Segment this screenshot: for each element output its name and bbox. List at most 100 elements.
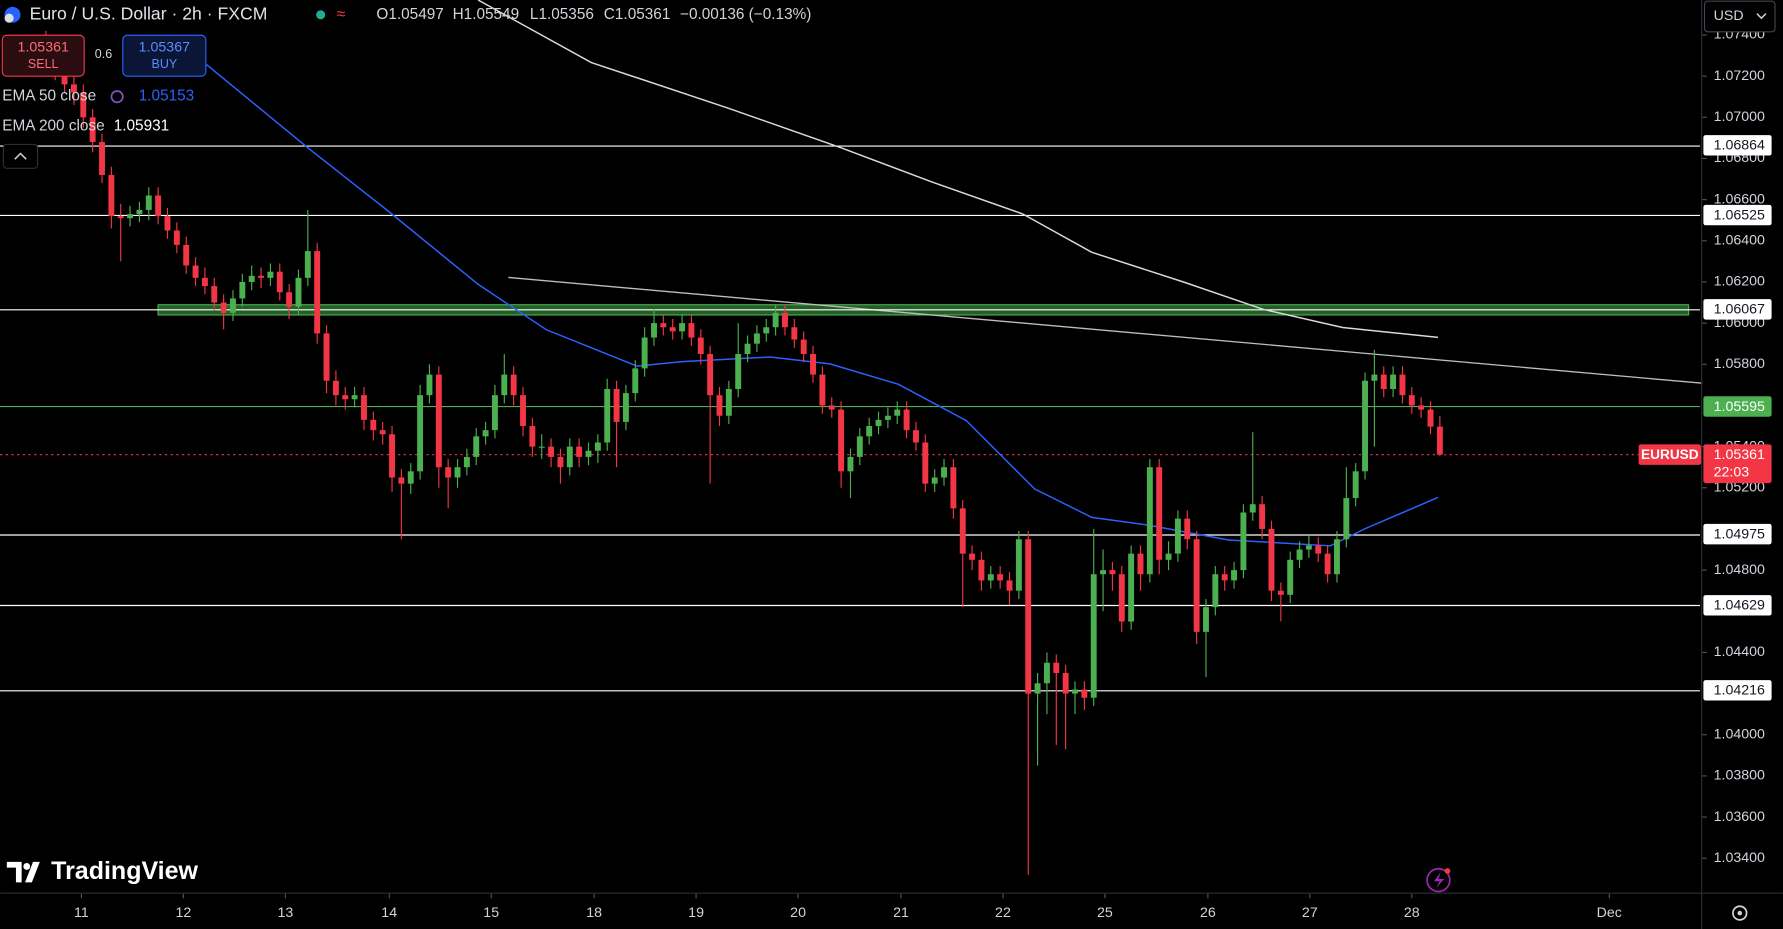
- candle-body: [866, 426, 873, 437]
- candle-body: [1427, 409, 1434, 427]
- candle-body: [772, 312, 779, 328]
- buy-label[interactable]: BUY: [151, 57, 177, 71]
- y-tick-label: 1.03800: [1714, 768, 1765, 784]
- candle-body: [651, 323, 657, 338]
- candle-body: [959, 508, 966, 554]
- brand-logo: [6, 861, 40, 883]
- candle-body: [145, 195, 152, 210]
- candle-body: [407, 471, 414, 484]
- plot-area: [0, 0, 1703, 875]
- candle-body: [1090, 574, 1097, 698]
- candle-body: [323, 333, 330, 381]
- candle-body: [810, 353, 816, 375]
- indicator-name: EMA 50 close: [2, 88, 96, 105]
- candle-body: [1109, 570, 1116, 575]
- candle-body: [529, 426, 536, 447]
- candle-body: [426, 374, 433, 396]
- ohlc-item: L1.05356: [530, 6, 594, 23]
- x-tick-label: 28: [1404, 905, 1420, 921]
- symbol-title: Euro / U.S. Dollar · 2h · FXCM: [30, 3, 268, 23]
- buy-price[interactable]: 1.05367: [139, 40, 190, 56]
- candle-body: [1043, 662, 1050, 684]
- level-label: 1.06864: [1714, 138, 1765, 154]
- sell-label[interactable]: SELL: [28, 57, 59, 71]
- currency-select[interactable]: [1703, 0, 1776, 33]
- candle-body: [342, 395, 349, 400]
- candle-body: [201, 277, 208, 287]
- candle-body: [1053, 662, 1060, 674]
- currency-chevron[interactable]: [1756, 13, 1767, 20]
- candle-body: [978, 559, 985, 581]
- candle-body: [669, 327, 676, 332]
- candle-body: [99, 142, 105, 175]
- level-label: 1.04629: [1714, 598, 1765, 614]
- candle-body: [1259, 504, 1266, 529]
- ohlc-value: 1.05549: [464, 6, 519, 23]
- candle-body: [1212, 574, 1219, 608]
- candle-body: [604, 388, 611, 443]
- level-label: 1.06067: [1714, 302, 1765, 318]
- candle-body: [903, 409, 910, 431]
- level-label: 1.05595: [1714, 399, 1765, 415]
- candle-body: [389, 434, 395, 478]
- sell-price[interactable]: 1.05361: [18, 40, 69, 56]
- candle-body: [884, 415, 891, 420]
- candle-body: [613, 388, 620, 422]
- level-label: 1.04216: [1714, 683, 1765, 699]
- candle-body: [1408, 395, 1415, 406]
- x-tick-label: 11: [74, 905, 89, 921]
- indicator-value: 1.05931: [114, 117, 169, 134]
- candle-body: [370, 419, 377, 431]
- sell-button[interactable]: [1, 34, 85, 77]
- last-price-box: [1703, 444, 1772, 484]
- brand: TradingView: [51, 857, 198, 885]
- collapse-icon[interactable]: [14, 152, 27, 160]
- level-label-box: [1703, 135, 1772, 156]
- candle-body: [1118, 574, 1125, 622]
- candle-body: [117, 216, 124, 219]
- ohlc-letter: C: [604, 6, 615, 23]
- candle-body: [211, 286, 218, 303]
- candle-body: [1006, 580, 1013, 591]
- y-tick-label: 1.04400: [1714, 644, 1765, 660]
- candle-body: [520, 395, 526, 427]
- level-label-box: [1703, 396, 1772, 417]
- candle-body: [417, 395, 424, 472]
- settings-icon-center[interactable]: [1737, 910, 1743, 916]
- currency-label[interactable]: USD: [1714, 8, 1744, 24]
- y-tick-label: 1.06200: [1714, 274, 1765, 290]
- buy-button[interactable]: [122, 34, 207, 77]
- collapse-button[interactable]: [2, 143, 39, 169]
- change: −0.00136 (−0.13%): [680, 6, 811, 23]
- alert-icon[interactable]: [1426, 867, 1451, 893]
- spread: 0.6: [95, 47, 112, 61]
- x-tick-label: 15: [483, 905, 499, 921]
- candle-body: [585, 450, 592, 457]
- candle-body: [463, 456, 470, 468]
- y-tick-label: 1.03400: [1714, 850, 1765, 866]
- candle-body: [155, 195, 162, 217]
- ohlc-item: O1.05497: [376, 6, 443, 23]
- y-tick-label: 1.03600: [1714, 809, 1765, 825]
- level-label-box: [1703, 204, 1772, 226]
- level-label-box: [1703, 523, 1772, 545]
- alert-dot: [1444, 868, 1451, 874]
- candle-body: [286, 292, 293, 307]
- candle-body: [501, 374, 508, 396]
- settings-icon[interactable]: [1732, 905, 1748, 921]
- candle-body: [1193, 539, 1200, 632]
- ohlc-letter: H: [453, 6, 464, 23]
- candle-body: [70, 84, 77, 93]
- candle-body: [707, 353, 714, 396]
- candle-body: [828, 405, 835, 410]
- candle-body: [220, 302, 227, 313]
- candle-body: [276, 271, 283, 293]
- candle-body: [1015, 539, 1022, 591]
- alert-bolt[interactable]: [1433, 872, 1445, 889]
- candle-body: [267, 271, 274, 278]
- candle-body: [538, 446, 545, 448]
- x-tick-label: 18: [586, 905, 602, 921]
- candle-body: [969, 553, 976, 560]
